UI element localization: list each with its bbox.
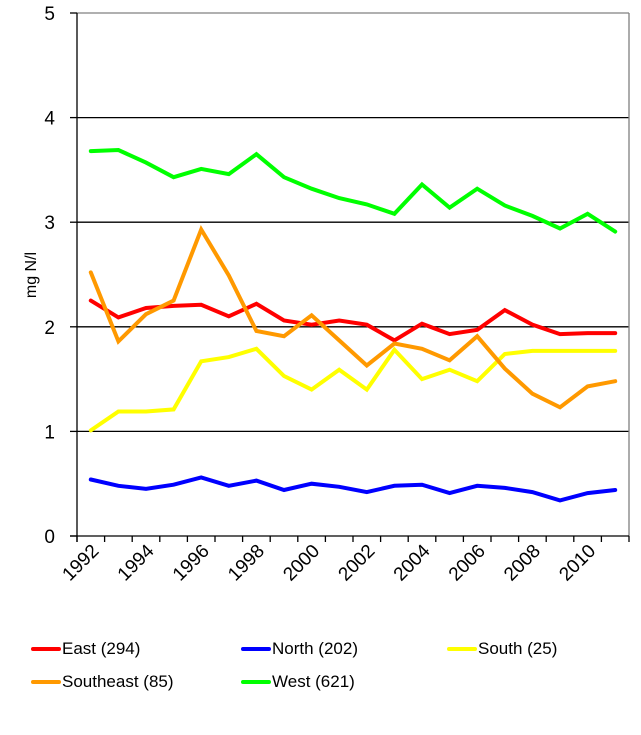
x-tick-label: 2008 xyxy=(500,541,545,586)
x-axis-ticks: 1992 1994 1996 1998 2000 2002 2004 2006 2008 2010 xyxy=(59,536,630,586)
y-tick-label: 5 xyxy=(44,4,55,25)
series-line-east xyxy=(88,298,618,343)
y-axis-title: mg N/l xyxy=(23,252,40,298)
series-line-southeast xyxy=(88,224,618,410)
series-line-west xyxy=(88,147,618,234)
y-tick-label: 0 xyxy=(44,527,55,548)
series-line-north xyxy=(88,475,618,503)
axes xyxy=(70,13,630,542)
x-tick-label: 2000 xyxy=(279,541,324,586)
series-lines xyxy=(88,147,618,503)
series-line-south xyxy=(88,346,618,433)
y-axis-ticks: 0 1 2 3 4 5 xyxy=(44,4,77,548)
x-tick-label: 1998 xyxy=(224,541,269,586)
x-tick-label: 2002 xyxy=(335,541,380,586)
y-tick-label: 2 xyxy=(44,318,55,339)
x-tick-label: 2010 xyxy=(555,541,600,586)
x-tick-label: 1996 xyxy=(169,541,214,586)
x-tick-label: 2004 xyxy=(390,540,435,585)
x-tick-label: 2006 xyxy=(445,541,490,586)
y-tick-label: 1 xyxy=(44,422,55,443)
x-tick-label: 1992 xyxy=(59,541,104,586)
y-tick-label: 3 xyxy=(44,213,55,234)
y-tick-label: 4 xyxy=(44,109,55,130)
x-tick-label: 1994 xyxy=(114,540,159,585)
